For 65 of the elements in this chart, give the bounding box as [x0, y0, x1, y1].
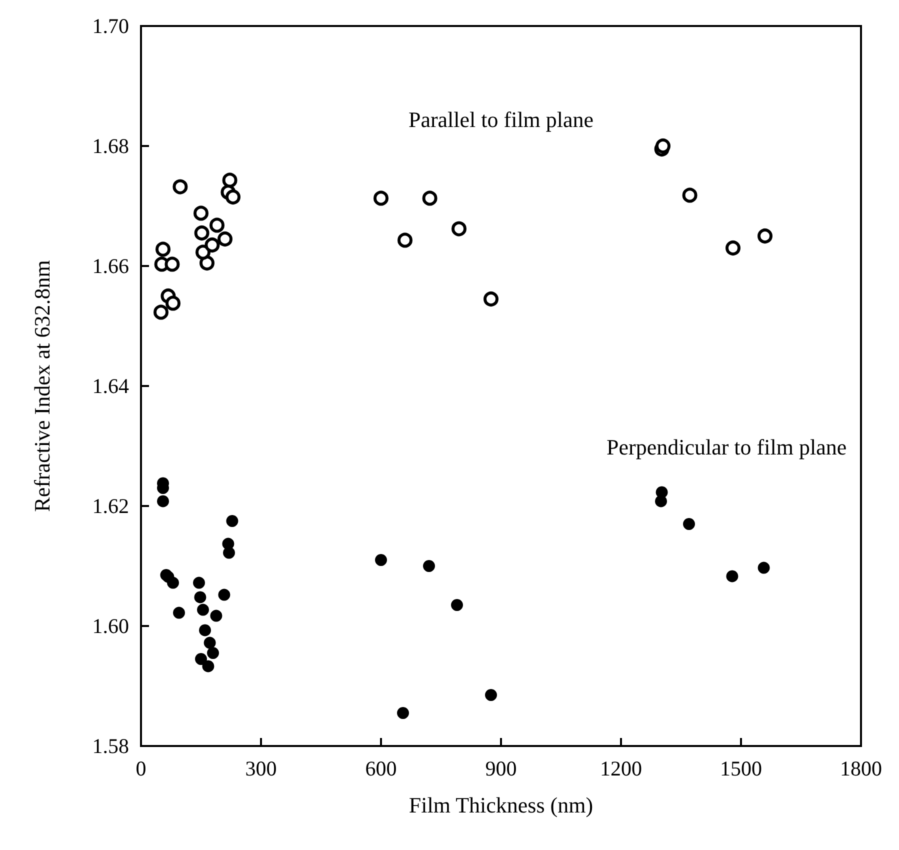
- point: [758, 562, 770, 574]
- point: [194, 226, 210, 240]
- point: [207, 647, 219, 659]
- y-tick-label: 1.68: [92, 134, 129, 158]
- point: [451, 599, 463, 611]
- point: [157, 495, 169, 508]
- point: [222, 172, 238, 188]
- point: [655, 495, 667, 508]
- point: [195, 653, 207, 665]
- point: [194, 206, 208, 221]
- point: [484, 292, 498, 306]
- y-tick-label: 1.66: [92, 254, 129, 278]
- point: [226, 515, 238, 527]
- y-tick-label: 1.62: [92, 494, 129, 518]
- point: [197, 604, 209, 616]
- point: [485, 689, 497, 701]
- point: [758, 228, 772, 244]
- point: [164, 256, 180, 272]
- point: [196, 244, 210, 260]
- point: [226, 190, 240, 204]
- point: [172, 179, 188, 194]
- point: [154, 304, 168, 320]
- point: [210, 610, 222, 622]
- point: [166, 296, 180, 311]
- text: Parallel to film plane: [408, 107, 594, 132]
- point: [200, 256, 214, 270]
- text: Perpendicular to film plane: [606, 434, 847, 460]
- point: [167, 576, 179, 589]
- point: [210, 218, 224, 233]
- point: [398, 232, 412, 248]
- point: [202, 660, 214, 672]
- point: [726, 570, 738, 582]
- point: [682, 188, 698, 203]
- point: [218, 232, 232, 246]
- point: [452, 221, 466, 236]
- point: [218, 588, 230, 601]
- point: [223, 546, 235, 559]
- x-tick-label: 900: [485, 756, 517, 780]
- point: [199, 624, 211, 636]
- point: [204, 238, 220, 252]
- x-axis-title: Film Thickness (nm): [408, 792, 594, 818]
- point: [397, 707, 409, 719]
- point: [193, 576, 205, 589]
- point: [204, 636, 216, 649]
- point: [656, 138, 670, 154]
- y-tick-label: 1.70: [92, 14, 129, 38]
- point: [173, 606, 185, 619]
- y-axis-title: Refractive Index at 632.8nm: [30, 260, 54, 512]
- point: [683, 518, 695, 530]
- x-tick-label: 1200: [600, 756, 642, 780]
- point: [422, 190, 438, 206]
- y-tick-label: 1.58: [92, 734, 129, 758]
- x-tick-label: 600: [365, 756, 397, 780]
- x-tick-label: 1500: [720, 756, 762, 780]
- point: [726, 240, 740, 256]
- point: [156, 242, 170, 257]
- point: [375, 554, 387, 566]
- point: [374, 190, 388, 206]
- x-tick-label: 0: [136, 756, 146, 780]
- y-tick-label: 1.60: [92, 614, 129, 638]
- point: [194, 591, 206, 604]
- x-tick-label: 1800: [840, 756, 882, 780]
- y-tick-label: 1.64: [92, 374, 130, 398]
- x-tick-label: 300: [245, 756, 277, 780]
- point: [423, 560, 435, 572]
